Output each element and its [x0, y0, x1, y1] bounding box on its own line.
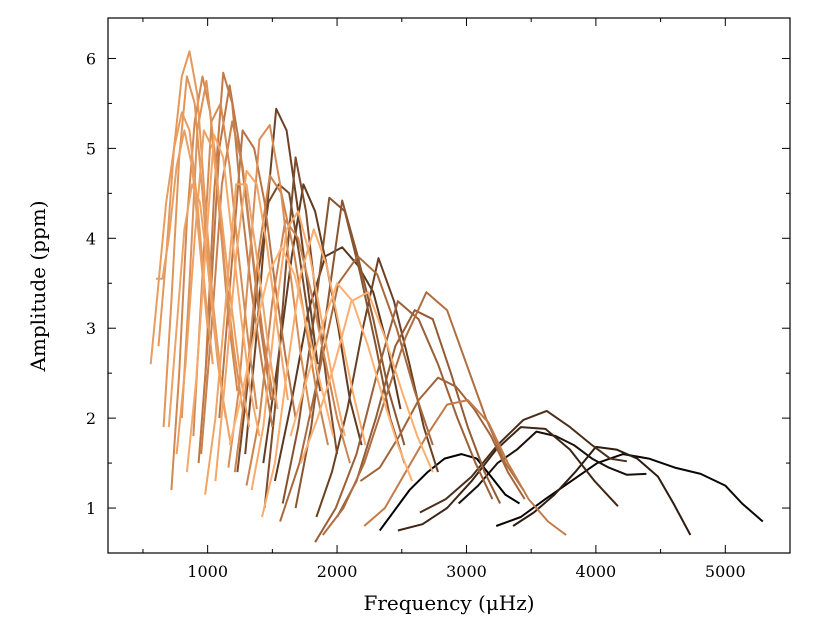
x-tick-label: 5000: [705, 562, 746, 581]
series-line-1: [378, 453, 521, 532]
y-tick-label: 2: [86, 409, 96, 428]
series-line-37: [204, 183, 279, 495]
series-line-15: [336, 309, 501, 518]
series-line-2: [495, 453, 764, 527]
series-line-32: [157, 50, 222, 374]
series-line-12: [263, 156, 339, 509]
series-line-41: [261, 228, 367, 518]
series-line-26: [245, 219, 351, 486]
y-tick-label: 4: [86, 229, 96, 248]
series-line-17: [359, 376, 526, 500]
y-tick-label: 5: [86, 139, 96, 158]
y-axis-title: Amplitude (ppm): [26, 200, 50, 372]
ticks-layer: 1000 2000 3000 4000 5000 1 2 3 4 5 6: [86, 18, 791, 581]
series-line-27: [170, 75, 239, 491]
series-line-36: [167, 183, 232, 446]
series-line-29: [227, 124, 313, 468]
series-line-16: [314, 300, 494, 543]
series-layer: [149, 50, 764, 543]
series-line-18: [279, 255, 434, 522]
series-line-4: [512, 445, 692, 536]
series-line-23: [363, 399, 567, 536]
series-line-28: [192, 102, 258, 437]
x-tick-label: 3000: [446, 562, 487, 581]
y-tick-label: 6: [86, 49, 96, 68]
series-line-43: [289, 282, 414, 482]
x-tick-label: 2000: [317, 562, 358, 581]
series-line-3: [458, 430, 647, 505]
series-line-40: [250, 210, 346, 491]
series-line-6: [419, 409, 628, 514]
series-line-5: [397, 426, 619, 532]
series-line-30: [180, 79, 244, 419]
series-line-44: [228, 246, 335, 446]
y-tick-label: 1: [86, 499, 96, 518]
x-axis-title: Frequency (μHz): [363, 591, 534, 615]
series-line-34: [155, 129, 209, 329]
series-line-33: [149, 111, 214, 365]
x-tick-label: 4000: [576, 562, 617, 581]
series-line-7: [273, 246, 402, 482]
series-line-19: [322, 291, 525, 536]
plot-frame: [107, 17, 791, 554]
series-line-42: [299, 291, 434, 473]
y-tick-label: 3: [86, 319, 96, 338]
x-tick-label: 1000: [187, 562, 228, 581]
